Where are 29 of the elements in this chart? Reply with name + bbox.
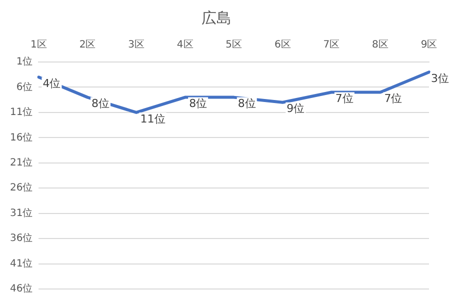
data-label: 8位 (238, 97, 256, 110)
y-tick-label: 26位 (10, 182, 33, 194)
chart-title: 広島 (202, 8, 232, 27)
y-tick-label: 21位 (10, 156, 33, 168)
x-tick-label: 1区 (30, 40, 47, 51)
data-label: 7位 (335, 92, 354, 106)
x-tick-label: 3区 (128, 40, 144, 51)
x-tick-label: 9区 (420, 40, 438, 51)
x-tick-label: 6区 (274, 40, 291, 51)
x-tick-label: 4区 (176, 40, 194, 51)
data-label: 4位 (42, 76, 61, 90)
y-tick-label: 36位 (10, 232, 33, 244)
data-label: 8位 (92, 97, 110, 110)
y-tick-label: 41位 (10, 257, 33, 270)
data-label: 9位 (286, 102, 305, 116)
y-tick-label: 16位 (10, 131, 33, 144)
y-tick-label: 6位 (16, 80, 33, 93)
y-tick-label: 11位 (10, 106, 33, 118)
y-tick-label: 31位 (10, 206, 33, 219)
x-tick-label: 2区 (79, 40, 96, 51)
x-tick-label: 5区 (226, 40, 242, 51)
x-tick-label: 7区 (323, 40, 340, 51)
data-label: 8位 (189, 97, 208, 110)
data-label: 7位 (384, 92, 402, 106)
y-tick-label: 1位 (16, 56, 33, 68)
data-label: 3位 (431, 72, 449, 85)
y-tick-label: 46位 (10, 282, 33, 295)
data-label: 11位 (140, 112, 166, 126)
x-tick-label: 8区 (372, 40, 388, 51)
